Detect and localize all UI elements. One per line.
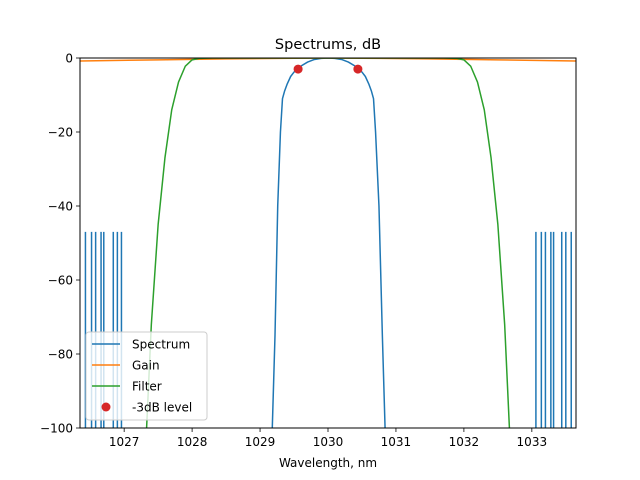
- x-tick-label: 1032: [449, 435, 480, 449]
- y-tick-label: 0: [65, 52, 73, 66]
- chart-title: Spectrums, dB: [275, 37, 381, 53]
- minus3db-point: [353, 64, 363, 74]
- legend-label: Gain: [132, 359, 160, 373]
- legend-box: [85, 331, 208, 421]
- y-tick-label: −40: [48, 200, 73, 214]
- y-tick-label: −20: [48, 126, 73, 140]
- series-line-filter: [145, 58, 511, 428]
- x-axis: 1027 1028 1029 1030 1031 1032 1033: [109, 428, 547, 449]
- x-tick-label: 1033: [517, 435, 548, 449]
- x-tick-label: 1028: [177, 435, 208, 449]
- legend-label: -3dB level: [132, 401, 192, 415]
- x-tick-label: 1029: [245, 435, 276, 449]
- legend-marker: [101, 402, 111, 412]
- legend-label: Filter: [132, 380, 162, 394]
- y-tick-label: −60: [48, 274, 73, 288]
- y-tick-label: −100: [40, 422, 73, 436]
- series-layer: [80, 58, 576, 428]
- series-line-gain: [80, 58, 576, 62]
- legend-label: Spectrum: [132, 338, 190, 352]
- x-axis-label: Wavelength, nm: [279, 456, 377, 470]
- y-axis: 0 −20 −40 −60 −80 −100: [40, 52, 80, 436]
- legend: Spectrum Gain Filter -3dB level: [85, 331, 208, 421]
- marker-layer: [293, 64, 363, 74]
- x-tick-label: 1027: [109, 435, 140, 449]
- spectrum-noise-spikes: [84, 231, 572, 428]
- series-line-spectrum: [271, 58, 386, 428]
- x-tick-label: 1030: [313, 435, 344, 449]
- x-tick-label: 1031: [381, 435, 412, 449]
- minus3db-point: [293, 64, 303, 74]
- y-tick-label: −80: [48, 348, 73, 362]
